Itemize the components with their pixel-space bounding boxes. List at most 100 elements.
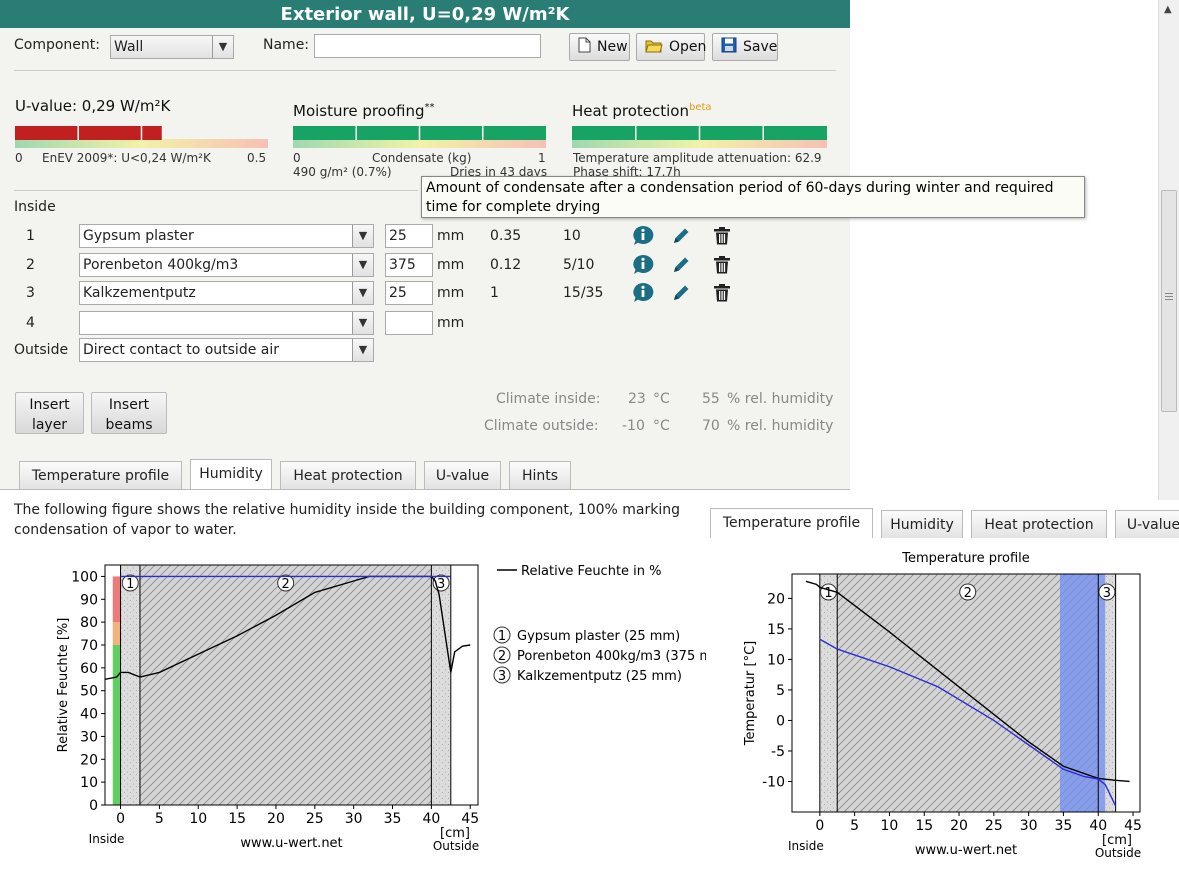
y-tick-label: 5	[776, 683, 785, 699]
pencil-icon[interactable]	[670, 282, 692, 304]
outside-select[interactable]: Direct contact to outside air ▼	[79, 338, 374, 362]
tab-humidity[interactable]: Humidity	[190, 459, 272, 489]
save-button[interactable]: Save	[712, 33, 778, 61]
layer-material-select[interactable]: Porenbeton 400kg/m3 ▼	[79, 253, 374, 277]
folder-icon	[645, 38, 663, 57]
outside-side-label: Outside	[1095, 846, 1141, 860]
temperature-chart: 0 5 10 15 20 25 30 35 40 45 -10 -5 0 5 10 15 20 1 2 3 Temper…	[743, 551, 1142, 860]
thickness-unit: mm	[437, 285, 465, 301]
tab-hints[interactable]: Hints	[509, 461, 571, 489]
rh-band-red	[112, 576, 121, 623]
x-tick-label: 30	[345, 811, 363, 827]
x-tick-label: 25	[985, 818, 1003, 834]
scroll-up-icon[interactable]: ▲	[1164, 4, 1172, 15]
moisture-scale-label: Condensate (kg)	[372, 151, 472, 165]
pencil-icon[interactable]	[670, 225, 692, 247]
info-icon[interactable]	[632, 282, 654, 304]
drying-time: Dries in 43 days	[450, 165, 548, 179]
layer-marker-label: 3	[437, 577, 445, 592]
heat-bar	[572, 126, 827, 148]
tab-u-value[interactable]: U-value	[1115, 510, 1179, 538]
climate-outside-temp-unit: °C	[653, 418, 670, 434]
layer-material-select[interactable]: Gypsum plaster ▼	[79, 224, 374, 248]
condensate-tooltip: Amount of condensate after a condensatio…	[421, 176, 1085, 218]
x-tick-label: 30	[1020, 818, 1038, 834]
info-icon[interactable]	[632, 225, 654, 247]
tab-heat-protection[interactable]: Heat protection	[971, 510, 1107, 538]
x-axis-label: [cm]	[440, 826, 470, 841]
layer-material: Gypsum plaster	[83, 228, 194, 244]
layer-mu: 5/10	[563, 257, 595, 273]
trash-icon[interactable]	[711, 254, 733, 276]
chevron-down-icon: ▼	[352, 254, 373, 276]
info-icon[interactable]	[632, 254, 654, 276]
climate-inside-label: Climate inside:	[496, 391, 601, 407]
layer-material-select[interactable]: Kalkzementputz ▼	[79, 281, 374, 305]
trash-icon[interactable]	[711, 282, 733, 304]
legend-marker	[493, 646, 511, 664]
outside-label: Outside	[14, 342, 69, 358]
layer-marker-label: 1	[824, 586, 832, 601]
x-tick-label: 15	[915, 818, 933, 834]
tab-u-value[interactable]: U-value	[424, 461, 501, 489]
rh-band-orange	[112, 622, 121, 645]
layer-marker	[121, 574, 139, 592]
climate-inside-temp-unit: °C	[653, 391, 670, 407]
rating-fill	[15, 126, 162, 140]
chevron-down-icon: ▼	[352, 282, 373, 304]
chevron-down-icon: ▼	[352, 312, 373, 334]
insert-layer-button[interactable]: Insert layer	[15, 392, 84, 434]
legend-series-label: Relative Feuchte in %	[521, 564, 662, 579]
x-tick-label: 25	[306, 811, 324, 827]
inside-label: Inside	[14, 199, 56, 215]
layer-thickness-input[interactable]: 25	[385, 224, 433, 248]
y-tick-label: 20	[80, 752, 98, 768]
layer-thickness-input[interactable]	[385, 311, 433, 335]
legend-item-label: Kalkzementputz (25 mm)	[517, 669, 682, 684]
y-tick-label: -10	[762, 774, 785, 790]
legend-marker	[493, 666, 511, 684]
climate-outside-temp: -10	[622, 418, 645, 434]
tab-temperature-profile[interactable]: Temperature profile	[710, 508, 873, 538]
x-tick-label: 15	[228, 811, 246, 827]
y-tick-label: 15	[767, 622, 785, 638]
layer-material-select[interactable]: ▼	[79, 311, 374, 335]
insert-beams-label-1: Insert	[108, 397, 150, 413]
save-button-label: Save	[743, 39, 778, 55]
layer-1-fill	[120, 565, 140, 805]
y-tick-label: 10	[767, 652, 785, 668]
new-button[interactable]: New	[569, 33, 630, 61]
temperature-panel: Temperature profile Humidity Heat protecti…	[706, 502, 1179, 874]
insert-beams-button[interactable]: Insert beams	[91, 392, 167, 434]
layer-number: 2	[26, 257, 35, 273]
scrollbar-thumb[interactable]	[1161, 190, 1177, 412]
name-input[interactable]	[314, 34, 541, 58]
series-line	[805, 580, 1130, 783]
climate-inside-rh-unit: % rel. humidity	[727, 391, 834, 407]
new-file-icon	[578, 37, 591, 57]
layer-thickness-input[interactable]: 25	[385, 281, 433, 305]
divider	[14, 190, 418, 191]
y-tick-label: 0	[89, 798, 98, 814]
y-tick-label: 80	[80, 615, 98, 631]
open-button[interactable]: Open	[636, 33, 706, 61]
legend-marker	[493, 626, 511, 644]
tab-heat-protection[interactable]: Heat protection	[280, 461, 416, 489]
layer-thickness-input[interactable]: 375	[385, 253, 433, 277]
phase-shift: Phase shift: 17.7h	[573, 165, 681, 179]
moisture-title: Moisture proofing**	[293, 102, 435, 120]
pencil-icon[interactable]	[670, 254, 692, 276]
y-tick-label: 20	[767, 591, 785, 607]
amplitude-attenuation: Temperature amplitude attenuation: 62.9	[573, 151, 822, 165]
humidity-chart: 0 5 10 15 20 25 30 35 40 45 0 10 20 30 40 50 60 70 80 90 100…	[56, 564, 730, 853]
humidity-description: The following figure shows the relative …	[14, 502, 681, 538]
x-tick-label: 35	[1055, 818, 1073, 834]
component-select[interactable]: Wall ▼	[110, 35, 234, 59]
tab-temperature-profile[interactable]: Temperature profile	[19, 461, 182, 489]
uvalue-title: U-value: 0,29 W/m²K	[15, 97, 171, 115]
x-tick-label: 0	[116, 811, 125, 827]
tab-humidity[interactable]: Humidity	[881, 510, 963, 538]
vertical-scrollbar[interactable]: ▲	[1158, 0, 1179, 500]
trash-icon[interactable]	[711, 225, 733, 247]
x-tick-label: 20	[267, 811, 285, 827]
